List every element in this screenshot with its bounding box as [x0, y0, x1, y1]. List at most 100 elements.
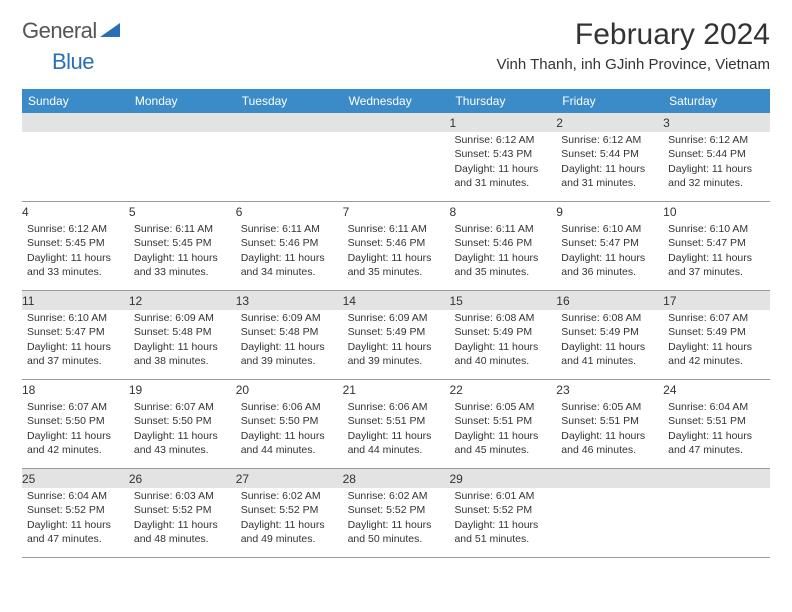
day-info: Sunrise: 6:10 AM Sunset: 5:47 PM Dayligh… — [27, 311, 124, 368]
day-number: 16 — [556, 291, 663, 310]
day-info: Sunrise: 6:04 AM Sunset: 5:52 PM Dayligh… — [27, 489, 124, 546]
title-block: February 2024 Vinh Thanh, inh GJinh Prov… — [496, 18, 770, 73]
day-cell: 13Sunrise: 6:09 AM Sunset: 5:48 PM Dayli… — [236, 291, 343, 379]
weekday-header: Tuesday — [236, 89, 343, 113]
day-info: Sunrise: 6:05 AM Sunset: 5:51 PM Dayligh… — [561, 400, 658, 457]
day-number: 14 — [343, 291, 450, 310]
day-cell: 29Sunrise: 6:01 AM Sunset: 5:52 PM Dayli… — [449, 469, 556, 557]
month-title: February 2024 — [496, 18, 770, 52]
day-cell-empty — [22, 113, 129, 201]
day-number: 24 — [663, 380, 770, 399]
day-number: 27 — [236, 469, 343, 488]
day-number: 9 — [556, 202, 663, 221]
day-info: Sunrise: 6:06 AM Sunset: 5:50 PM Dayligh… — [241, 400, 338, 457]
day-number: 11 — [22, 291, 129, 310]
day-cell-empty — [556, 469, 663, 557]
day-cell-empty — [236, 113, 343, 201]
day-number: 10 — [663, 202, 770, 221]
day-number: 8 — [449, 202, 556, 221]
day-cell: 23Sunrise: 6:05 AM Sunset: 5:51 PM Dayli… — [556, 380, 663, 468]
day-cell: 25Sunrise: 6:04 AM Sunset: 5:52 PM Dayli… — [22, 469, 129, 557]
day-info: Sunrise: 6:02 AM Sunset: 5:52 PM Dayligh… — [241, 489, 338, 546]
day-cell: 12Sunrise: 6:09 AM Sunset: 5:48 PM Dayli… — [129, 291, 236, 379]
day-cell: 22Sunrise: 6:05 AM Sunset: 5:51 PM Dayli… — [449, 380, 556, 468]
day-cell: 20Sunrise: 6:06 AM Sunset: 5:50 PM Dayli… — [236, 380, 343, 468]
day-number — [22, 113, 129, 132]
day-info: Sunrise: 6:07 AM Sunset: 5:50 PM Dayligh… — [134, 400, 231, 457]
day-cell: 27Sunrise: 6:02 AM Sunset: 5:52 PM Dayli… — [236, 469, 343, 557]
logo-text-blue: Blue — [52, 49, 94, 74]
logo-text-general: General — [22, 18, 97, 44]
weekday-header: Saturday — [663, 89, 770, 113]
day-info: Sunrise: 6:12 AM Sunset: 5:45 PM Dayligh… — [27, 222, 124, 279]
day-number: 21 — [343, 380, 450, 399]
week-row: 4Sunrise: 6:12 AM Sunset: 5:45 PM Daylig… — [22, 202, 770, 291]
day-number — [129, 113, 236, 132]
day-cell: 10Sunrise: 6:10 AM Sunset: 5:47 PM Dayli… — [663, 202, 770, 290]
day-number: 22 — [449, 380, 556, 399]
logo-triangle-icon — [100, 21, 120, 42]
weekday-header-row: SundayMondayTuesdayWednesdayThursdayFrid… — [22, 89, 770, 113]
weekday-header: Friday — [556, 89, 663, 113]
day-info: Sunrise: 6:03 AM Sunset: 5:52 PM Dayligh… — [134, 489, 231, 546]
day-cell: 28Sunrise: 6:02 AM Sunset: 5:52 PM Dayli… — [343, 469, 450, 557]
day-cell: 2Sunrise: 6:12 AM Sunset: 5:44 PM Daylig… — [556, 113, 663, 201]
day-number: 15 — [449, 291, 556, 310]
day-cell-empty — [663, 469, 770, 557]
day-info: Sunrise: 6:11 AM Sunset: 5:45 PM Dayligh… — [134, 222, 231, 279]
day-info: Sunrise: 6:12 AM Sunset: 5:44 PM Dayligh… — [561, 133, 658, 190]
day-number — [663, 469, 770, 488]
logo: General — [22, 18, 123, 44]
day-number: 2 — [556, 113, 663, 132]
day-cell: 14Sunrise: 6:09 AM Sunset: 5:49 PM Dayli… — [343, 291, 450, 379]
day-cell: 19Sunrise: 6:07 AM Sunset: 5:50 PM Dayli… — [129, 380, 236, 468]
day-cell: 8Sunrise: 6:11 AM Sunset: 5:46 PM Daylig… — [449, 202, 556, 290]
calendar-page: General February 2024 Vinh Thanh, inh GJ… — [0, 0, 792, 576]
day-info: Sunrise: 6:07 AM Sunset: 5:49 PM Dayligh… — [668, 311, 765, 368]
day-number: 26 — [129, 469, 236, 488]
day-info: Sunrise: 6:11 AM Sunset: 5:46 PM Dayligh… — [348, 222, 445, 279]
day-number: 20 — [236, 380, 343, 399]
day-number — [343, 113, 450, 132]
day-number: 12 — [129, 291, 236, 310]
day-number: 25 — [22, 469, 129, 488]
day-cell: 9Sunrise: 6:10 AM Sunset: 5:47 PM Daylig… — [556, 202, 663, 290]
day-cell: 18Sunrise: 6:07 AM Sunset: 5:50 PM Dayli… — [22, 380, 129, 468]
day-number: 13 — [236, 291, 343, 310]
day-number: 5 — [129, 202, 236, 221]
week-row: 11Sunrise: 6:10 AM Sunset: 5:47 PM Dayli… — [22, 291, 770, 380]
day-info: Sunrise: 6:01 AM Sunset: 5:52 PM Dayligh… — [454, 489, 551, 546]
day-info: Sunrise: 6:08 AM Sunset: 5:49 PM Dayligh… — [454, 311, 551, 368]
day-cell: 17Sunrise: 6:07 AM Sunset: 5:49 PM Dayli… — [663, 291, 770, 379]
day-cell: 21Sunrise: 6:06 AM Sunset: 5:51 PM Dayli… — [343, 380, 450, 468]
weekday-header: Wednesday — [343, 89, 450, 113]
day-cell: 7Sunrise: 6:11 AM Sunset: 5:46 PM Daylig… — [343, 202, 450, 290]
day-cell: 11Sunrise: 6:10 AM Sunset: 5:47 PM Dayli… — [22, 291, 129, 379]
day-cell: 4Sunrise: 6:12 AM Sunset: 5:45 PM Daylig… — [22, 202, 129, 290]
day-info: Sunrise: 6:09 AM Sunset: 5:48 PM Dayligh… — [134, 311, 231, 368]
day-info: Sunrise: 6:06 AM Sunset: 5:51 PM Dayligh… — [348, 400, 445, 457]
day-info: Sunrise: 6:12 AM Sunset: 5:44 PM Dayligh… — [668, 133, 765, 190]
day-number: 3 — [663, 113, 770, 132]
day-cell: 15Sunrise: 6:08 AM Sunset: 5:49 PM Dayli… — [449, 291, 556, 379]
day-number: 1 — [449, 113, 556, 132]
day-number: 23 — [556, 380, 663, 399]
day-number: 29 — [449, 469, 556, 488]
day-info: Sunrise: 6:10 AM Sunset: 5:47 PM Dayligh… — [668, 222, 765, 279]
weekday-header: Monday — [129, 89, 236, 113]
day-number: 7 — [343, 202, 450, 221]
day-cell-empty — [343, 113, 450, 201]
day-info: Sunrise: 6:11 AM Sunset: 5:46 PM Dayligh… — [241, 222, 338, 279]
day-info: Sunrise: 6:11 AM Sunset: 5:46 PM Dayligh… — [454, 222, 551, 279]
day-number: 17 — [663, 291, 770, 310]
day-info: Sunrise: 6:04 AM Sunset: 5:51 PM Dayligh… — [668, 400, 765, 457]
day-info: Sunrise: 6:12 AM Sunset: 5:43 PM Dayligh… — [454, 133, 551, 190]
day-info: Sunrise: 6:08 AM Sunset: 5:49 PM Dayligh… — [561, 311, 658, 368]
day-number: 18 — [22, 380, 129, 399]
day-cell-empty — [129, 113, 236, 201]
day-cell: 1Sunrise: 6:12 AM Sunset: 5:43 PM Daylig… — [449, 113, 556, 201]
day-info: Sunrise: 6:09 AM Sunset: 5:49 PM Dayligh… — [348, 311, 445, 368]
day-number: 4 — [22, 202, 129, 221]
week-row: 25Sunrise: 6:04 AM Sunset: 5:52 PM Dayli… — [22, 469, 770, 558]
week-row: 18 Sunrise: 6:07 AM Sunset: 5:50 PM Dayli… — [22, 380, 770, 469]
